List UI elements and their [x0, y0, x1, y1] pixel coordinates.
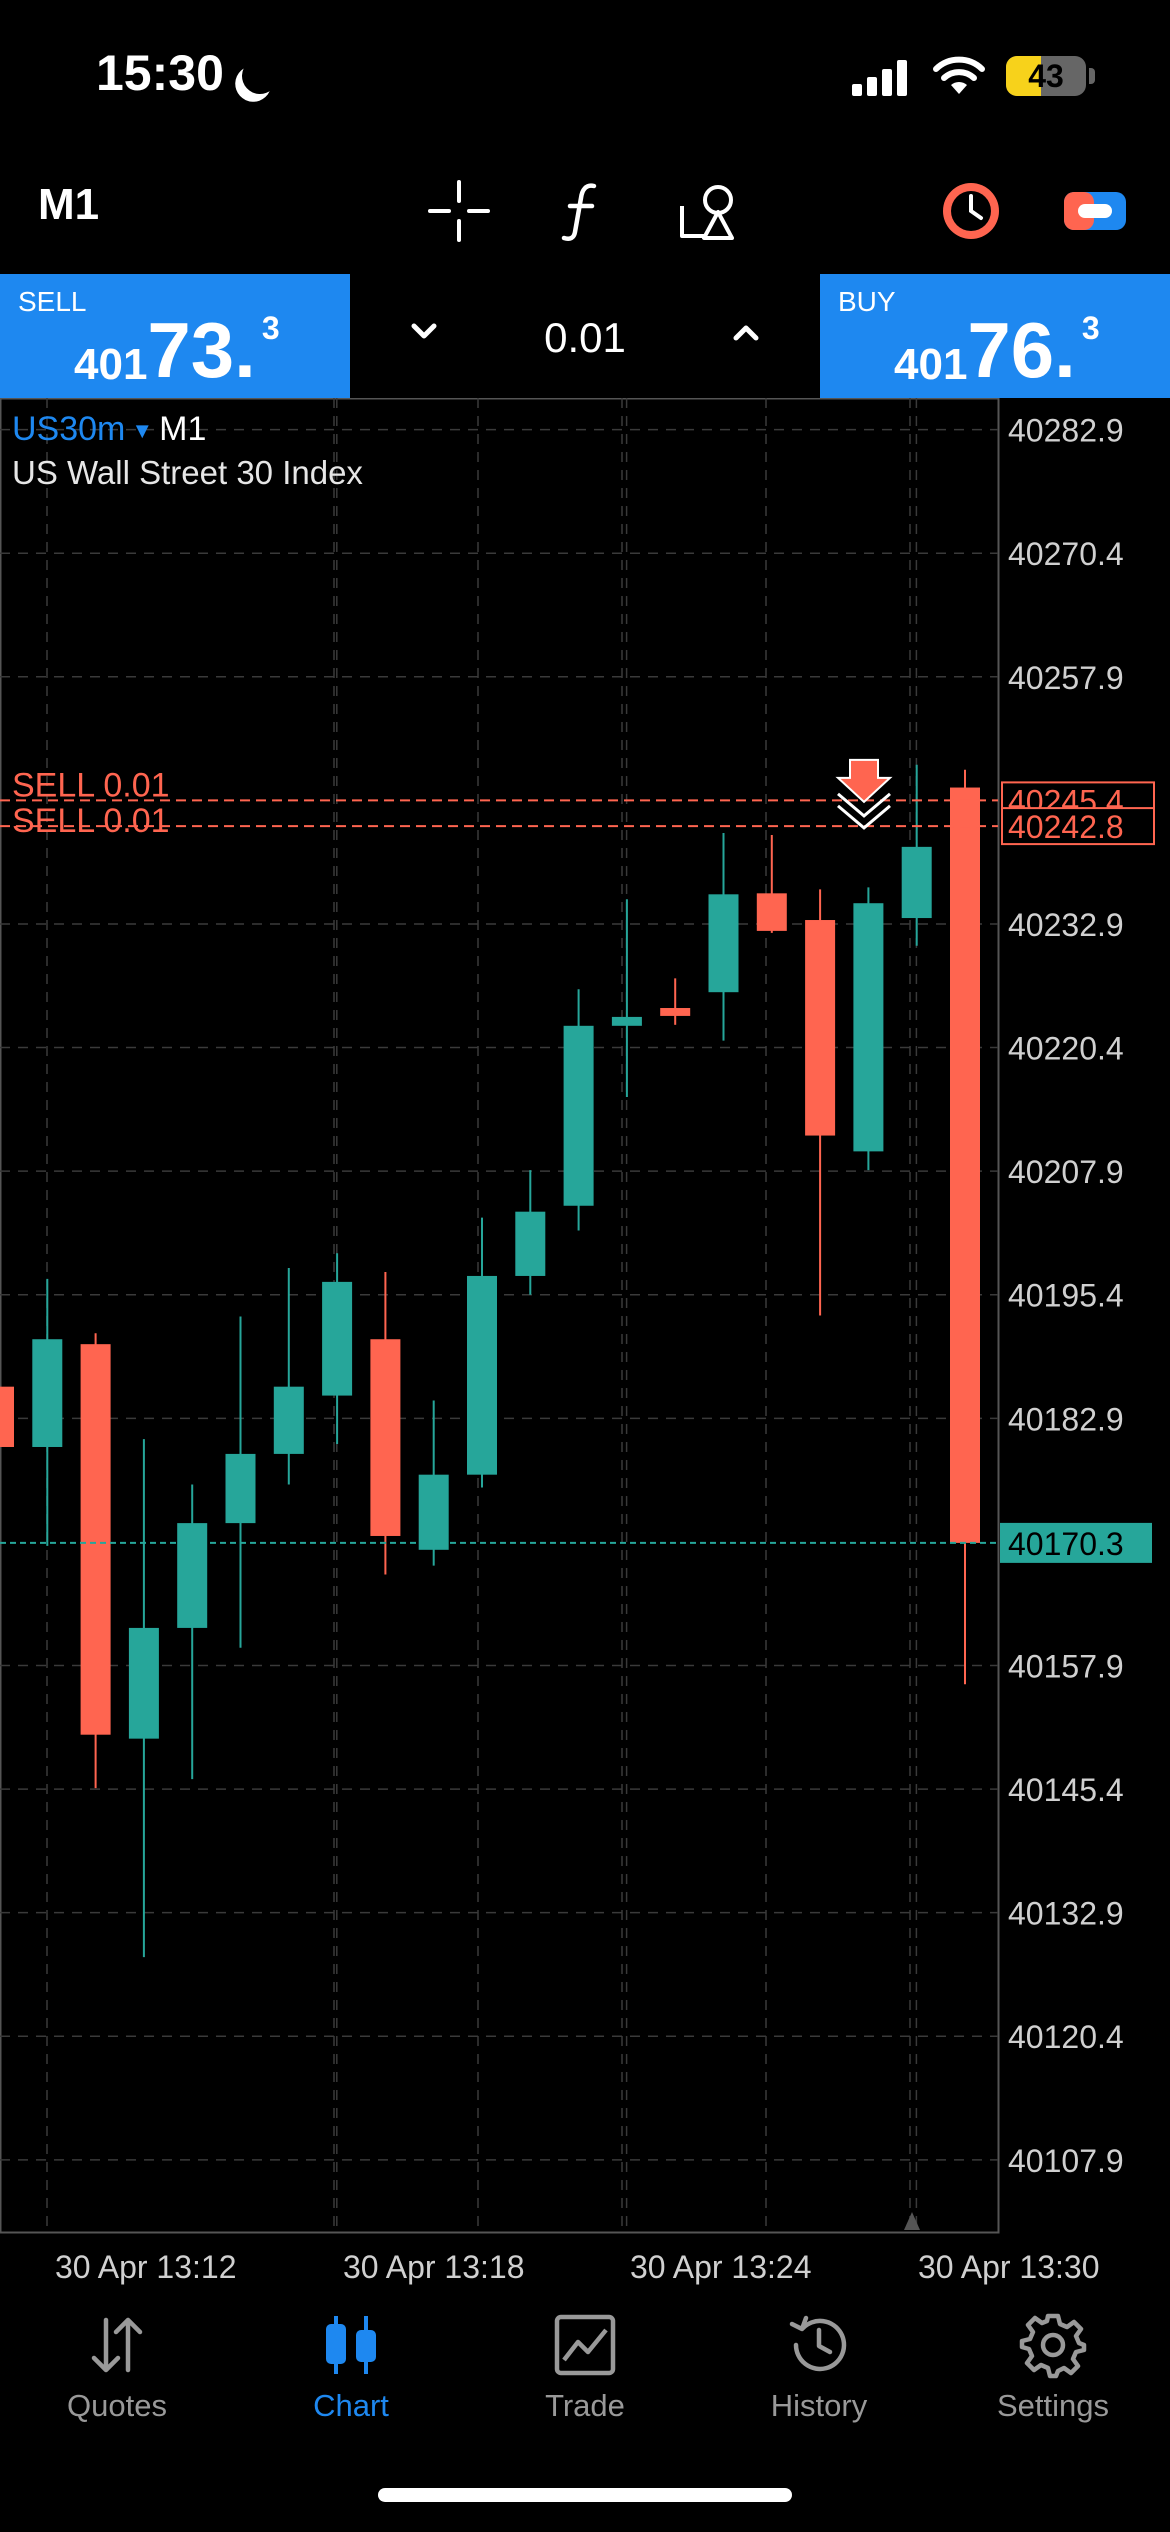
tab-trade-label: Trade	[545, 2388, 625, 2423]
status-bar: 15:30 43	[0, 0, 1170, 150]
tab-chart-label: Chart	[313, 2388, 389, 2423]
y-tick-label: 40232.9	[1008, 907, 1124, 943]
sell-button[interactable]: SELL 40173. 3	[0, 274, 350, 398]
candle-body	[805, 920, 836, 1136]
buy-price: 40176. 3	[894, 306, 1100, 394]
candle-body	[901, 846, 932, 919]
tab-quotes-label: Quotes	[67, 2388, 167, 2423]
candle-body	[563, 1025, 594, 1206]
candle-body	[273, 1386, 304, 1454]
candle-body	[32, 1339, 63, 1447]
symbol-caret-down-icon[interactable]: ▼	[131, 418, 154, 444]
candles-icon	[326, 2316, 376, 2374]
candle-body	[708, 894, 739, 993]
candle-body	[467, 1275, 497, 1475]
candle-body	[418, 1474, 449, 1550]
history-clock-icon	[789, 2315, 847, 2372]
lot-decrease-chevron-down-icon[interactable]	[394, 302, 454, 362]
y-tick-label: 40157.9	[1008, 1648, 1124, 1684]
sell-price: 40173. 3	[74, 306, 280, 394]
position-label: SELL 0.01	[12, 766, 170, 804]
sell-chevron-icon	[837, 792, 891, 818]
y-tick-label: 40182.9	[1008, 1401, 1124, 1437]
tab-settings[interactable]: Settings	[936, 2310, 1170, 2460]
candle-body	[128, 1627, 159, 1739]
plot-frame	[0, 398, 1000, 2234]
cellular-signal-icon	[852, 60, 908, 96]
indicator-f-icon[interactable]	[548, 176, 618, 246]
current-price-box	[1000, 1522, 1152, 1563]
crosshair-icon[interactable]	[424, 176, 494, 246]
one-click-trading-panel: SELL 40173. 3 0.01 BUY 40176. 3	[0, 274, 1170, 398]
candle-body	[950, 787, 980, 1543]
battery-tip	[1089, 68, 1095, 84]
tab-settings-label: Settings	[996, 2388, 1109, 2423]
status-time: 15:30	[96, 45, 224, 101]
y-tick-label: 40145.4	[1008, 1772, 1124, 1808]
x-tick-label: 30 Apr 13:24	[630, 2249, 811, 2285]
y-tick-label: 40220.4	[1008, 1031, 1124, 1067]
chart-timeframe: M1	[159, 410, 207, 448]
y-tick-label: 40270.4	[1008, 536, 1124, 572]
sell-chevron-icon	[837, 804, 891, 830]
x-tick-label: 30 Apr 13:12	[55, 2249, 236, 2285]
sell-label: SELL	[18, 286, 87, 317]
x-tick-label: 30 Apr 13:18	[343, 2249, 524, 2285]
candle-body	[322, 1281, 353, 1396]
position-label: SELL 0.01	[12, 802, 170, 840]
candle-body	[660, 1008, 691, 1016]
symbol-name[interactable]: US30m	[12, 410, 126, 448]
timeframe-button[interactable]: M1	[38, 180, 100, 229]
y-tick-label: 40132.9	[1008, 1896, 1124, 1932]
y-tick-label: 40282.9	[1008, 413, 1124, 449]
sell-arrow-icon	[835, 758, 893, 804]
toggle-icon[interactable]	[1060, 176, 1130, 246]
moon-icon	[237, 53, 283, 99]
candlestick-chart[interactable]: 40282.9 40270.4 40257.9 40232.9 40220.4 40207…	[0, 398, 1170, 2298]
lot-increase-chevron-up-icon[interactable]	[716, 302, 776, 362]
current-price-label: 40170.3	[1008, 1526, 1124, 1562]
lot-size-value[interactable]: 0.01	[544, 314, 626, 361]
arrows-updown-icon	[91, 2317, 143, 2373]
candle-body	[177, 1523, 208, 1628]
y-tick-label: 40195.4	[1008, 1278, 1124, 1314]
bottom-tab-bar: Quotes Chart Trade History	[0, 2290, 1170, 2532]
candle-body	[80, 1344, 111, 1735]
tab-trade[interactable]: Trade	[468, 2310, 702, 2460]
chart-toolbar: M1	[0, 150, 1170, 272]
candle-body	[611, 1016, 642, 1026]
home-indicator	[378, 2488, 792, 2502]
chart-area[interactable]: 40282.9 40270.4 40257.9 40232.9 40220.4 40207…	[0, 398, 1170, 2298]
buy-button[interactable]: BUY 40176. 3	[820, 274, 1170, 398]
y-tick-label: 40207.9	[1008, 1154, 1124, 1190]
battery-icon: 43	[1006, 56, 1086, 96]
candle-body	[515, 1211, 546, 1276]
chart-shift-marker-icon	[904, 2212, 920, 2230]
position-price-box	[1001, 807, 1155, 846]
candle-body	[853, 903, 884, 1152]
chart-symbol-header[interactable]: US30m ▼ M1	[12, 410, 206, 449]
candle-body	[756, 893, 787, 931]
tab-chart[interactable]: Chart	[234, 2310, 468, 2460]
symbol-description: US Wall Street 30 Index	[12, 454, 363, 491]
candle-body	[225, 1453, 256, 1524]
buy-label: BUY	[838, 286, 896, 317]
tab-history[interactable]: History	[702, 2310, 936, 2460]
clock-icon[interactable]	[936, 176, 1006, 246]
y-tick-label: 40107.9	[1008, 2143, 1124, 2179]
y-tick-label: 40120.4	[1008, 2019, 1124, 2055]
position-price-label: 40242.8	[1008, 809, 1124, 845]
tab-quotes[interactable]: Quotes	[0, 2310, 234, 2460]
x-tick-label: 30 Apr 13:30	[918, 2249, 1099, 2285]
candle-body	[370, 1339, 401, 1536]
wifi-icon	[933, 56, 985, 94]
y-tick-label: 40257.9	[1008, 660, 1124, 696]
battery-level: 43	[1028, 58, 1064, 94]
candle-body	[0, 1386, 14, 1447]
tab-history-label: History	[770, 2388, 868, 2423]
trade-chart-icon	[554, 2314, 616, 2376]
objects-icon[interactable]	[674, 176, 744, 246]
gear-icon	[1019, 2313, 1087, 2379]
